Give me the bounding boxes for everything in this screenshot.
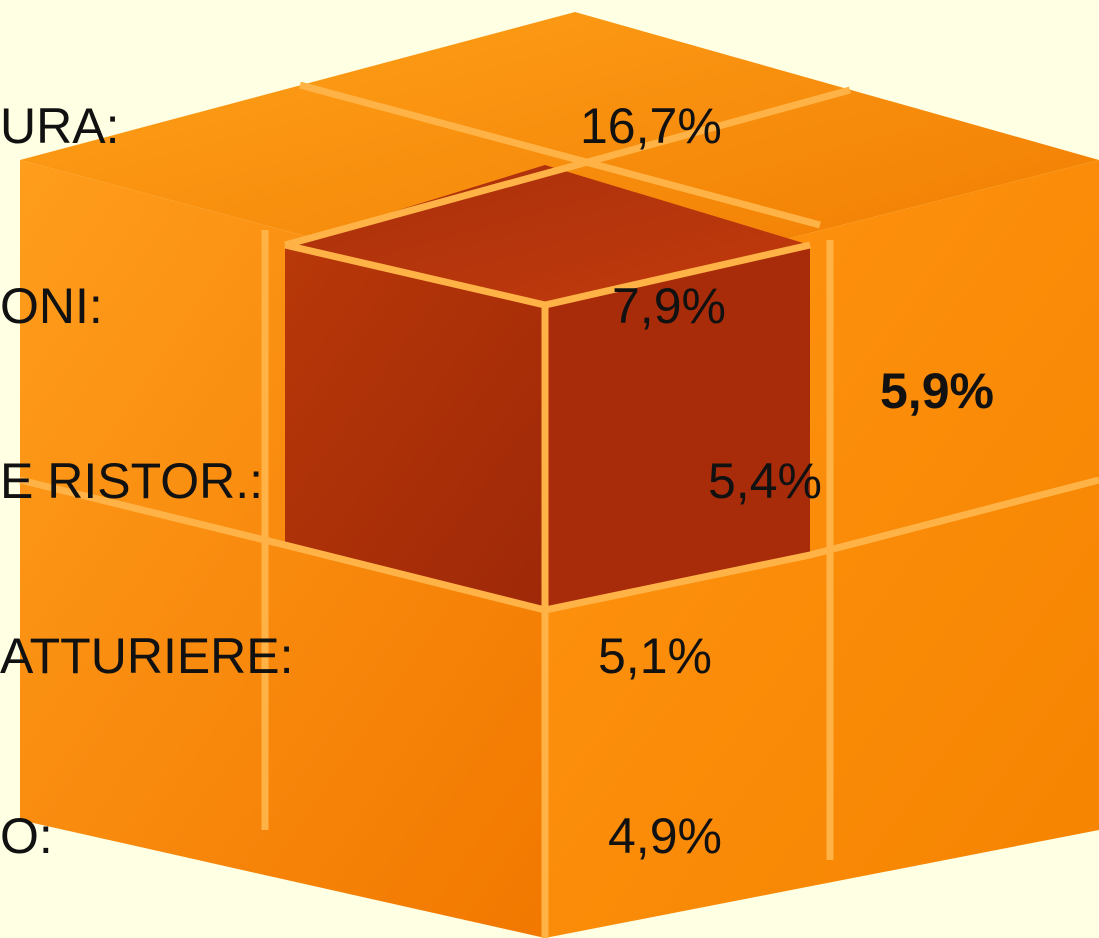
row-value: 16,7% — [580, 98, 722, 154]
row-value: 4,9% — [608, 808, 722, 864]
row-value: 7,9% — [612, 278, 726, 334]
row-label: ONI: — [0, 278, 103, 334]
row-value: 5,4% — [708, 453, 822, 509]
slide: URA: 16,7% ONI: 7,9% E RISTOR.: 5,4% ATTURIERE… — [0, 0, 1099, 938]
row-value: 5,1% — [598, 628, 712, 684]
row-label: ATTURIERE: — [0, 628, 294, 684]
highlight-value: 5,9% — [880, 363, 994, 419]
page: URA: 16,7% ONI: 7,9% E RISTOR.: 5,4% ATTURIERE… — [0, 0, 1099, 938]
row-label: O: — [0, 808, 53, 864]
row-label: URA: — [0, 98, 119, 154]
row-label: E RISTOR.: — [0, 453, 263, 509]
